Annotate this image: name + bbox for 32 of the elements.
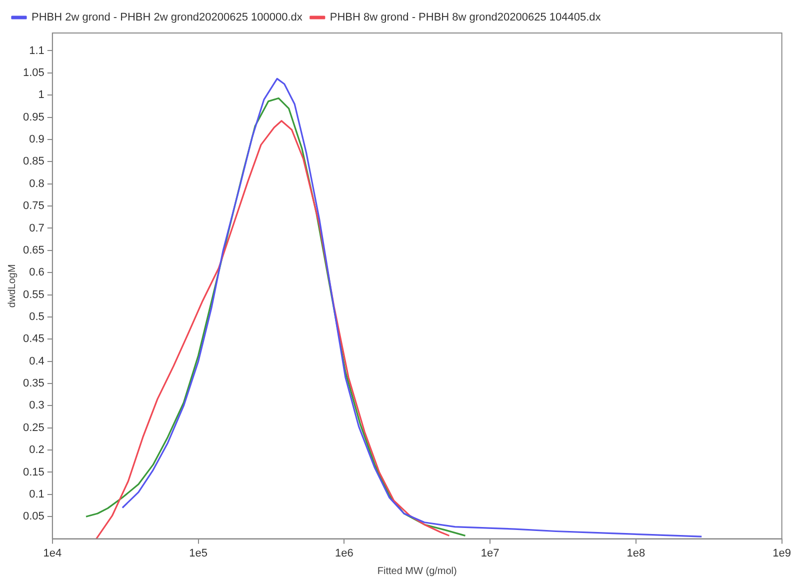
y-tick-label: 0.65 (22, 244, 44, 256)
y-tick-label: 0.95 (22, 111, 44, 124)
x-tick-label: 1e4 (43, 547, 62, 560)
y-tick-label: 0.2 (29, 444, 44, 456)
x-tick-label: 1e7 (480, 547, 500, 560)
x-tick-label: 1e6 (334, 547, 354, 560)
y-tick-label: 0.1 (29, 488, 44, 500)
y-tick-label: 0.8 (29, 178, 44, 190)
y-tick-label: 0.15 (22, 466, 44, 478)
y-axis-title: dwdLogM (6, 264, 18, 308)
y-tick-label: 0.45 (22, 333, 44, 346)
y-tick-label: 0.75 (22, 200, 44, 212)
legend-label: PHBH 2w grond - PHBH 2w grond20200625 100000.dx (32, 12, 303, 24)
y-tick-label: 0.55 (22, 288, 44, 301)
y-tick-label: 0.85 (22, 156, 44, 168)
legend-label: PHBH 8w grond - PHBH 8w grond20200625 104405.dx (330, 12, 602, 24)
y-tick-label: 0.05 (22, 510, 44, 523)
y-tick-label: 0.4 (29, 355, 44, 368)
y-tick-label: 0.25 (22, 422, 44, 434)
x-axis-title: Fitted MW (g/mol) (377, 566, 457, 577)
y-tick-label: 0.7 (29, 222, 44, 234)
y-tick-label: 0.6 (29, 266, 44, 279)
x-tick-label: 1e8 (626, 547, 646, 560)
y-tick-label: 0.9 (29, 134, 44, 146)
y-tick-label: 0.5 (29, 310, 44, 323)
y-tick-label: 1 (38, 89, 44, 102)
x-tick-label: 1e5 (189, 547, 208, 560)
y-tick-label: 1.05 (22, 66, 44, 79)
y-tick-label: 0.3 (29, 400, 44, 412)
y-tick-label: 0.35 (22, 378, 44, 390)
x-tick-label: 1e9 (772, 547, 792, 560)
y-tick-label: 1.1 (29, 44, 44, 57)
